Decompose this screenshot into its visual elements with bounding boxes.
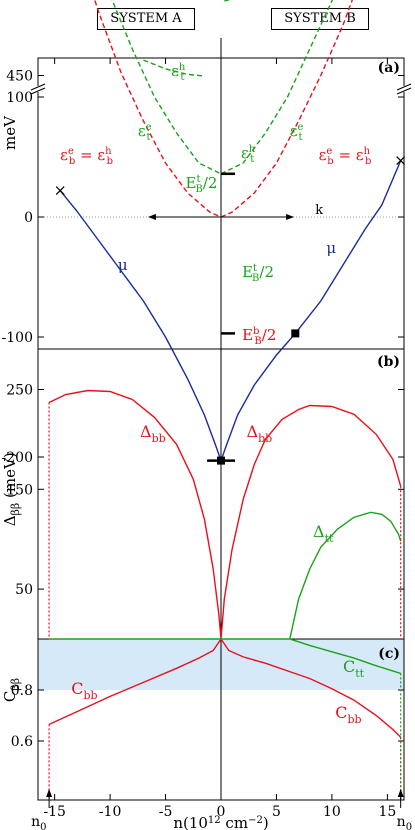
tick-label-x: 0 — [217, 804, 226, 820]
axis-break-gap-right — [399, 86, 409, 92]
tick-label-b: 50 — [15, 582, 33, 598]
xlabel: n(1012 cm−2) — [173, 814, 268, 830]
tick-label-x: 15 — [378, 804, 396, 820]
ylabel-b: Δββ (meV) — [1, 452, 22, 526]
c-series-0 — [48, 638, 222, 726]
tick-label-x: -15 — [43, 804, 66, 820]
tick-label-a: -200 — [2, 450, 33, 466]
system-b-label: SYSTEM B — [271, 8, 369, 30]
label-delta-bb-a: Δbb — [140, 422, 166, 445]
tick-label-a: -100 — [2, 330, 33, 346]
system-a-label: SYSTEM A — [97, 8, 195, 30]
a-series-2 — [220, 0, 353, 218]
label-mu-a: μ — [118, 256, 128, 274]
tick-label-b: 150 — [6, 482, 33, 498]
a-series-1 — [93, 0, 222, 218]
label-EBt-mid: Et B/2 — [242, 263, 274, 284]
n0-label-left: n0 — [31, 814, 46, 830]
label-eps-th-b: εh t — [241, 144, 256, 165]
a-square-marker-4 — [291, 329, 300, 338]
label-eps-th-a: εh t — [171, 62, 186, 83]
tick-label-a: 0 — [24, 210, 33, 226]
a-series-5 — [143, 59, 205, 77]
c-series-1 — [220, 638, 402, 738]
tick-label-x: 10 — [323, 804, 341, 820]
a-series-0 — [59, 160, 402, 463]
label-c-bb-a: Cbb — [71, 679, 97, 702]
tick-label-c: 0.6 — [11, 734, 33, 750]
label-eps-te-a: εe t — [138, 122, 152, 143]
tick-label-a: 450 — [6, 69, 33, 85]
b-series-2 — [289, 511, 402, 640]
tick-label-x: -10 — [99, 804, 122, 820]
label-EBt-top: Et B/2 — [186, 174, 218, 195]
label-c-bb-b: Cbb — [335, 703, 361, 726]
label-eps-b-b: εe b = εh b — [319, 146, 372, 167]
panel-label-a: (a) — [378, 60, 400, 76]
panel-label-b: (b) — [377, 354, 400, 370]
ylabel-a: meV — [1, 115, 19, 150]
tick-label-a: 100 — [6, 90, 33, 106]
a-cross-marker-6 — [396, 156, 406, 166]
label-delta-tt: Δtt — [313, 522, 334, 545]
label-delta-bb-b: Δbb — [247, 422, 273, 445]
a-square-marker-3 — [217, 456, 225, 465]
tick-label-x: 5 — [272, 804, 281, 820]
n0-label-right: n0 — [397, 814, 412, 830]
tick-label-c: 0.8 — [11, 683, 33, 699]
axis-break-mark-left — [30, 87, 46, 95]
axis-break-mark-left — [30, 83, 46, 91]
a-series-4 — [220, 0, 334, 175]
a-series-6 — [224, 0, 232, 2]
tick-label-x: -5 — [159, 804, 173, 820]
ylabel-c: Cββ — [1, 678, 22, 702]
label-eps-te-b: εe t — [290, 122, 304, 143]
label-EBb: Eb B/2 — [242, 326, 276, 347]
label-mu-b: μ — [326, 239, 336, 257]
b-series-1 — [220, 404, 402, 640]
b-series-0 — [48, 389, 222, 640]
axis-break-mark-right — [396, 87, 412, 95]
tick-label-b: 250 — [6, 383, 33, 399]
label-c-tt: Ctt — [343, 657, 365, 680]
panel-label-c: (c) — [378, 646, 400, 662]
c-series-2 — [49, 638, 401, 675]
label-eps-b-a: εe b = εh b — [60, 146, 113, 167]
axis-break-gap-left — [33, 86, 43, 92]
k-label: k — [315, 203, 323, 218]
axis-break-mark-right — [396, 83, 412, 91]
a-cross-marker-5 — [55, 186, 65, 196]
